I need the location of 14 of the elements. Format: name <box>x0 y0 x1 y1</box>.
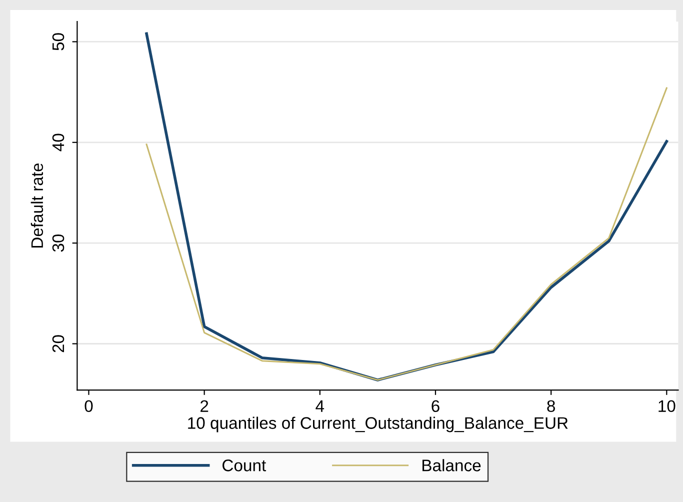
y-tick-label: 40 <box>52 134 64 152</box>
y-tick-label: 30 <box>52 234 64 252</box>
x-tick-label: 2 <box>200 400 208 412</box>
y-axis-title: Default rate <box>30 163 44 248</box>
x-tick-label: 6 <box>432 400 440 412</box>
x-tick-label: 4 <box>316 400 324 412</box>
x-tick-label: 0 <box>84 400 93 412</box>
x-axis-title: 10 quantiles of Current_Outstanding_Balance_EUR <box>188 416 568 432</box>
y-tick-label: 50 <box>52 33 64 50</box>
legend-label: Count <box>222 460 266 472</box>
x-tick-label: 8 <box>547 400 555 412</box>
y-tick-label: 20 <box>52 335 64 352</box>
x-tick-label: 10 <box>658 400 676 412</box>
legend-label: Balance <box>422 459 481 472</box>
